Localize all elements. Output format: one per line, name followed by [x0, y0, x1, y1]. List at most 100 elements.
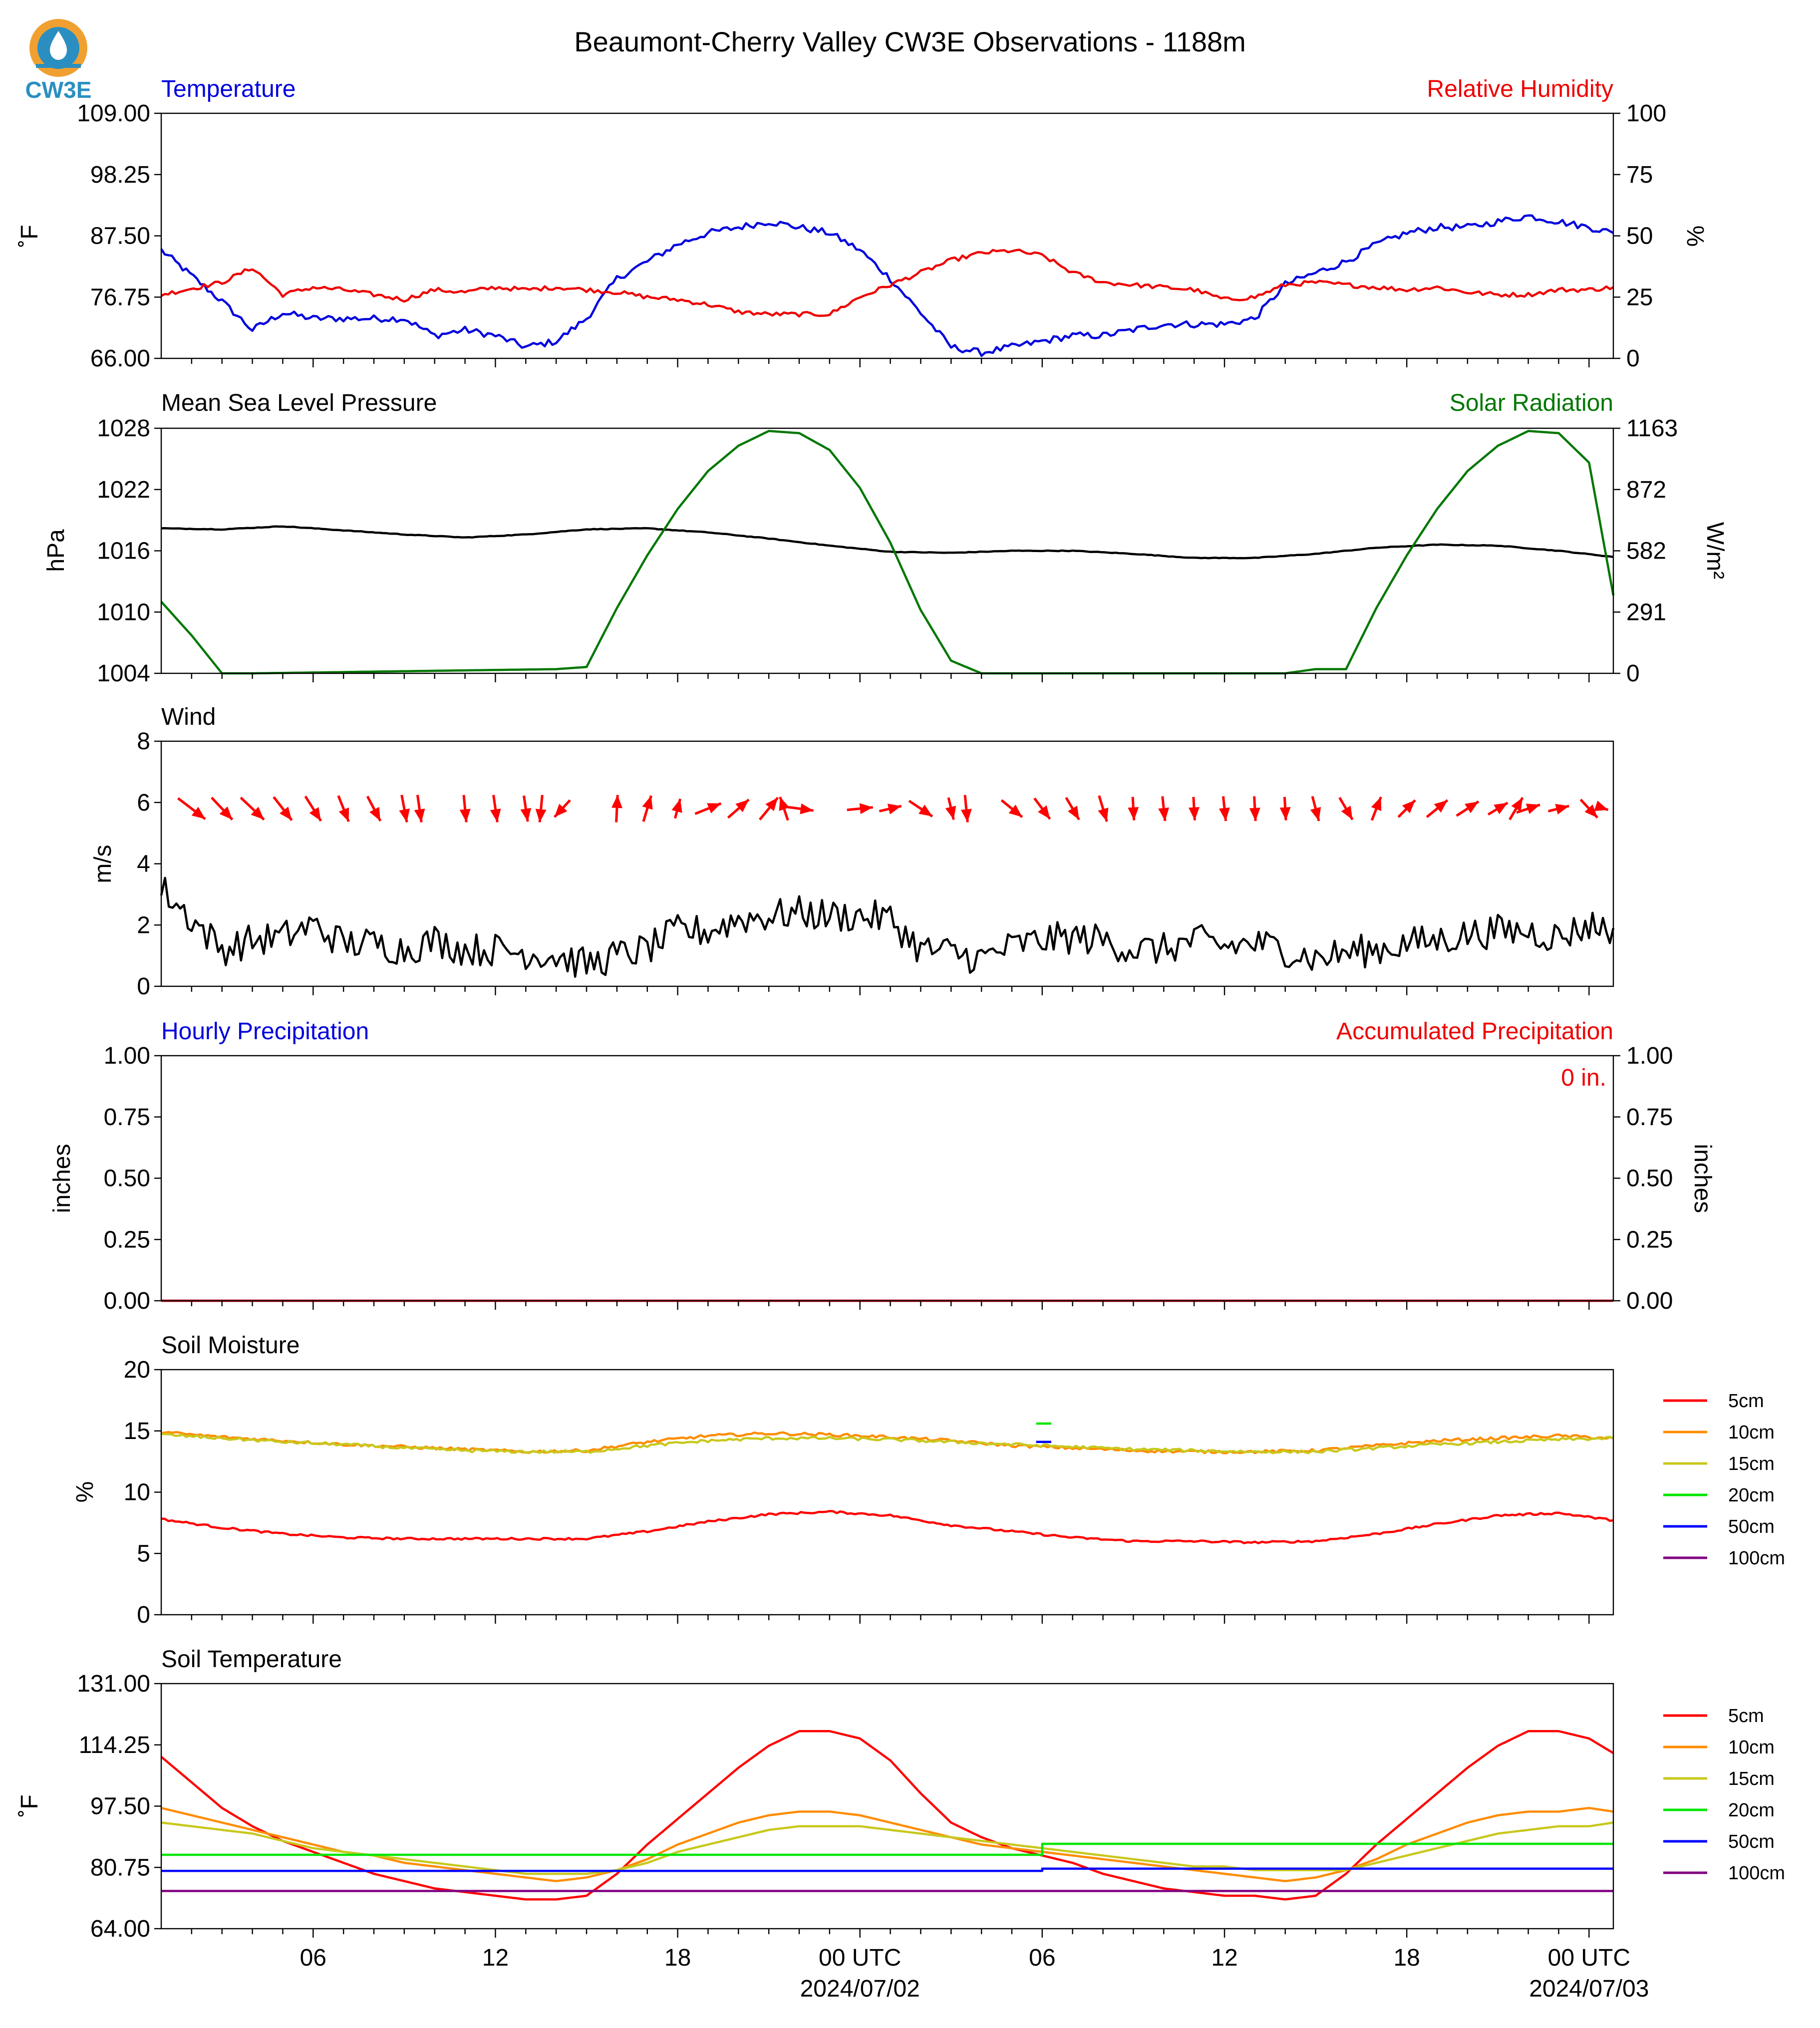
x-tick-label: 06: [300, 1945, 326, 1971]
temperature-y-label: ˚F: [16, 225, 43, 247]
legend-entry: 100cm: [1663, 1863, 1785, 1884]
y-tick-label: 131.00: [77, 1671, 150, 1697]
soil-temperature-y-label: ˚F: [16, 1794, 43, 1817]
y-tick-label: 8: [137, 728, 150, 755]
accum-precip-title: Accumulated Precipitation: [1336, 1018, 1613, 1045]
y-tick-label: 1004: [97, 660, 150, 687]
wind-arrow: [1218, 796, 1230, 821]
legend-label: 100cm: [1728, 1548, 1785, 1569]
series-line-10cm: [161, 1806, 1614, 1882]
wind-frame: [160, 740, 1614, 987]
wind-arrow: [304, 795, 322, 822]
series-line-relative-humidity: [160, 249, 1614, 318]
y-tick-label: 0.75: [104, 1104, 150, 1131]
wind-arrow: [240, 797, 265, 821]
legend-entry: 5cm: [1663, 1391, 1764, 1412]
wind-arrow: [459, 795, 471, 823]
x-tick-label: 00 UTC: [819, 1945, 901, 1971]
y-tick-label: 0.50: [104, 1165, 150, 1192]
y-tick-label: 5: [137, 1540, 150, 1567]
legend-entry: 15cm: [1663, 1768, 1775, 1789]
wind-arrow: [960, 795, 972, 823]
legend-entry: 50cm: [1663, 1516, 1775, 1537]
pressure-plot-area: [160, 430, 1615, 675]
wind-arrow: [1516, 803, 1540, 814]
x-axis-ticks: [191, 358, 1590, 1938]
y-tick-label: 25: [1626, 284, 1653, 310]
soil-temperature-plot-area: [160, 1730, 1614, 1901]
y-tick-label: 50: [1626, 223, 1653, 250]
accum-precip-total: 0 in.: [1561, 1065, 1606, 1091]
y-tick-label: 87.50: [90, 223, 150, 250]
y-tick-label: 1.00: [104, 1043, 150, 1069]
logo-drop-icon: [50, 31, 67, 60]
y-tick-label: 6: [137, 790, 150, 816]
legend-entry: 100cm: [1663, 1548, 1785, 1569]
precip-y-ticks: 0.00 0.25 0.50 0.75 1.00: [104, 1043, 161, 1314]
wind-arrow: [1000, 799, 1023, 818]
legend-label: 10cm: [1728, 1737, 1775, 1758]
wind-arrow: [211, 797, 234, 821]
wind-arrow: [1338, 797, 1354, 821]
wind-arrow: [908, 800, 933, 818]
x-tick-label: 06: [1029, 1945, 1055, 1971]
wind-title: Wind: [161, 704, 216, 730]
y-tick-label: 4: [137, 851, 150, 877]
pressure-y-ticks: 1004 1010 1016 1022 1028: [97, 415, 161, 687]
wind-arrow: [1487, 802, 1509, 816]
y-tick-label: 66.00: [90, 345, 150, 372]
y-tick-label: 97.50: [90, 1793, 150, 1820]
precip-y-label: inches: [49, 1144, 75, 1213]
wind-arrow: [366, 796, 382, 822]
precipitation-frame: [160, 1055, 1614, 1302]
y-tick-label: 291: [1626, 599, 1666, 625]
wind-arrow: [177, 797, 206, 820]
series-line-wind-speed: [160, 876, 1615, 978]
x-tick-label: 00 UTC: [1548, 1945, 1630, 1971]
wind-arrow: [337, 795, 350, 822]
y-tick-label: 20: [124, 1357, 150, 1383]
wind-arrow: [1128, 797, 1139, 821]
legend-label: 15cm: [1728, 1768, 1775, 1789]
y-tick-label: 1028: [97, 415, 150, 442]
y-tick-label: 75: [1626, 162, 1653, 188]
soil-moisture-frame: [160, 1369, 1614, 1616]
pressure-title: Mean Sea Level Pressure: [161, 390, 437, 416]
y-tick-label: 0.25: [1626, 1226, 1673, 1253]
legend-entry: 15cm: [1663, 1453, 1775, 1474]
series-line-50cm: [161, 1867, 1613, 1872]
series-line-mean-sea-level-pressure: [161, 525, 1614, 560]
series-line-15cm: [161, 1433, 1614, 1454]
x-tick-label: 18: [1393, 1945, 1420, 1971]
y-tick-label: 2: [137, 912, 150, 938]
x-date-label: 2024/07/03: [1529, 1976, 1649, 2002]
legend-entry: 10cm: [1663, 1422, 1775, 1443]
precipitation-panel: Hourly Precipitation Accumulated Precipi…: [49, 1018, 1716, 1314]
y-tick-label: 10: [124, 1479, 150, 1506]
x-tick-label: 12: [482, 1945, 509, 1971]
wind-arrow: [1509, 797, 1524, 821]
legend-entry: 5cm: [1663, 1706, 1764, 1727]
wind-arrow: [1279, 797, 1291, 821]
wind-arrow: [1098, 795, 1109, 822]
legend-entry: 10cm: [1663, 1737, 1775, 1758]
temperature-title: Temperature: [161, 76, 296, 102]
soil-temperature-legend: 5cm 10cm 15cm 20cm 50cm 100cm: [1663, 1706, 1785, 1884]
wind-arrow: [1397, 799, 1416, 818]
y-tick-label: 1.00: [1626, 1043, 1673, 1069]
humidity-title: Relative Humidity: [1427, 76, 1613, 102]
y-tick-label: 64.00: [90, 1916, 150, 1942]
wind-arrow: [785, 803, 814, 815]
series-line-15cm: [161, 1821, 1614, 1875]
wind-arrow: [945, 797, 956, 820]
wind-arrow: [1594, 800, 1609, 811]
x-tick-label: 12: [1211, 1945, 1237, 1971]
legend-label: 5cm: [1728, 1391, 1764, 1412]
pressure-y-label: hPa: [43, 529, 69, 572]
wind-arrow: [535, 795, 547, 823]
wind-arrow: [879, 804, 902, 815]
y-tick-label: 0.50: [1626, 1165, 1673, 1192]
wind-arrow: [1158, 796, 1170, 821]
y-tick-label: 100: [1626, 100, 1666, 127]
